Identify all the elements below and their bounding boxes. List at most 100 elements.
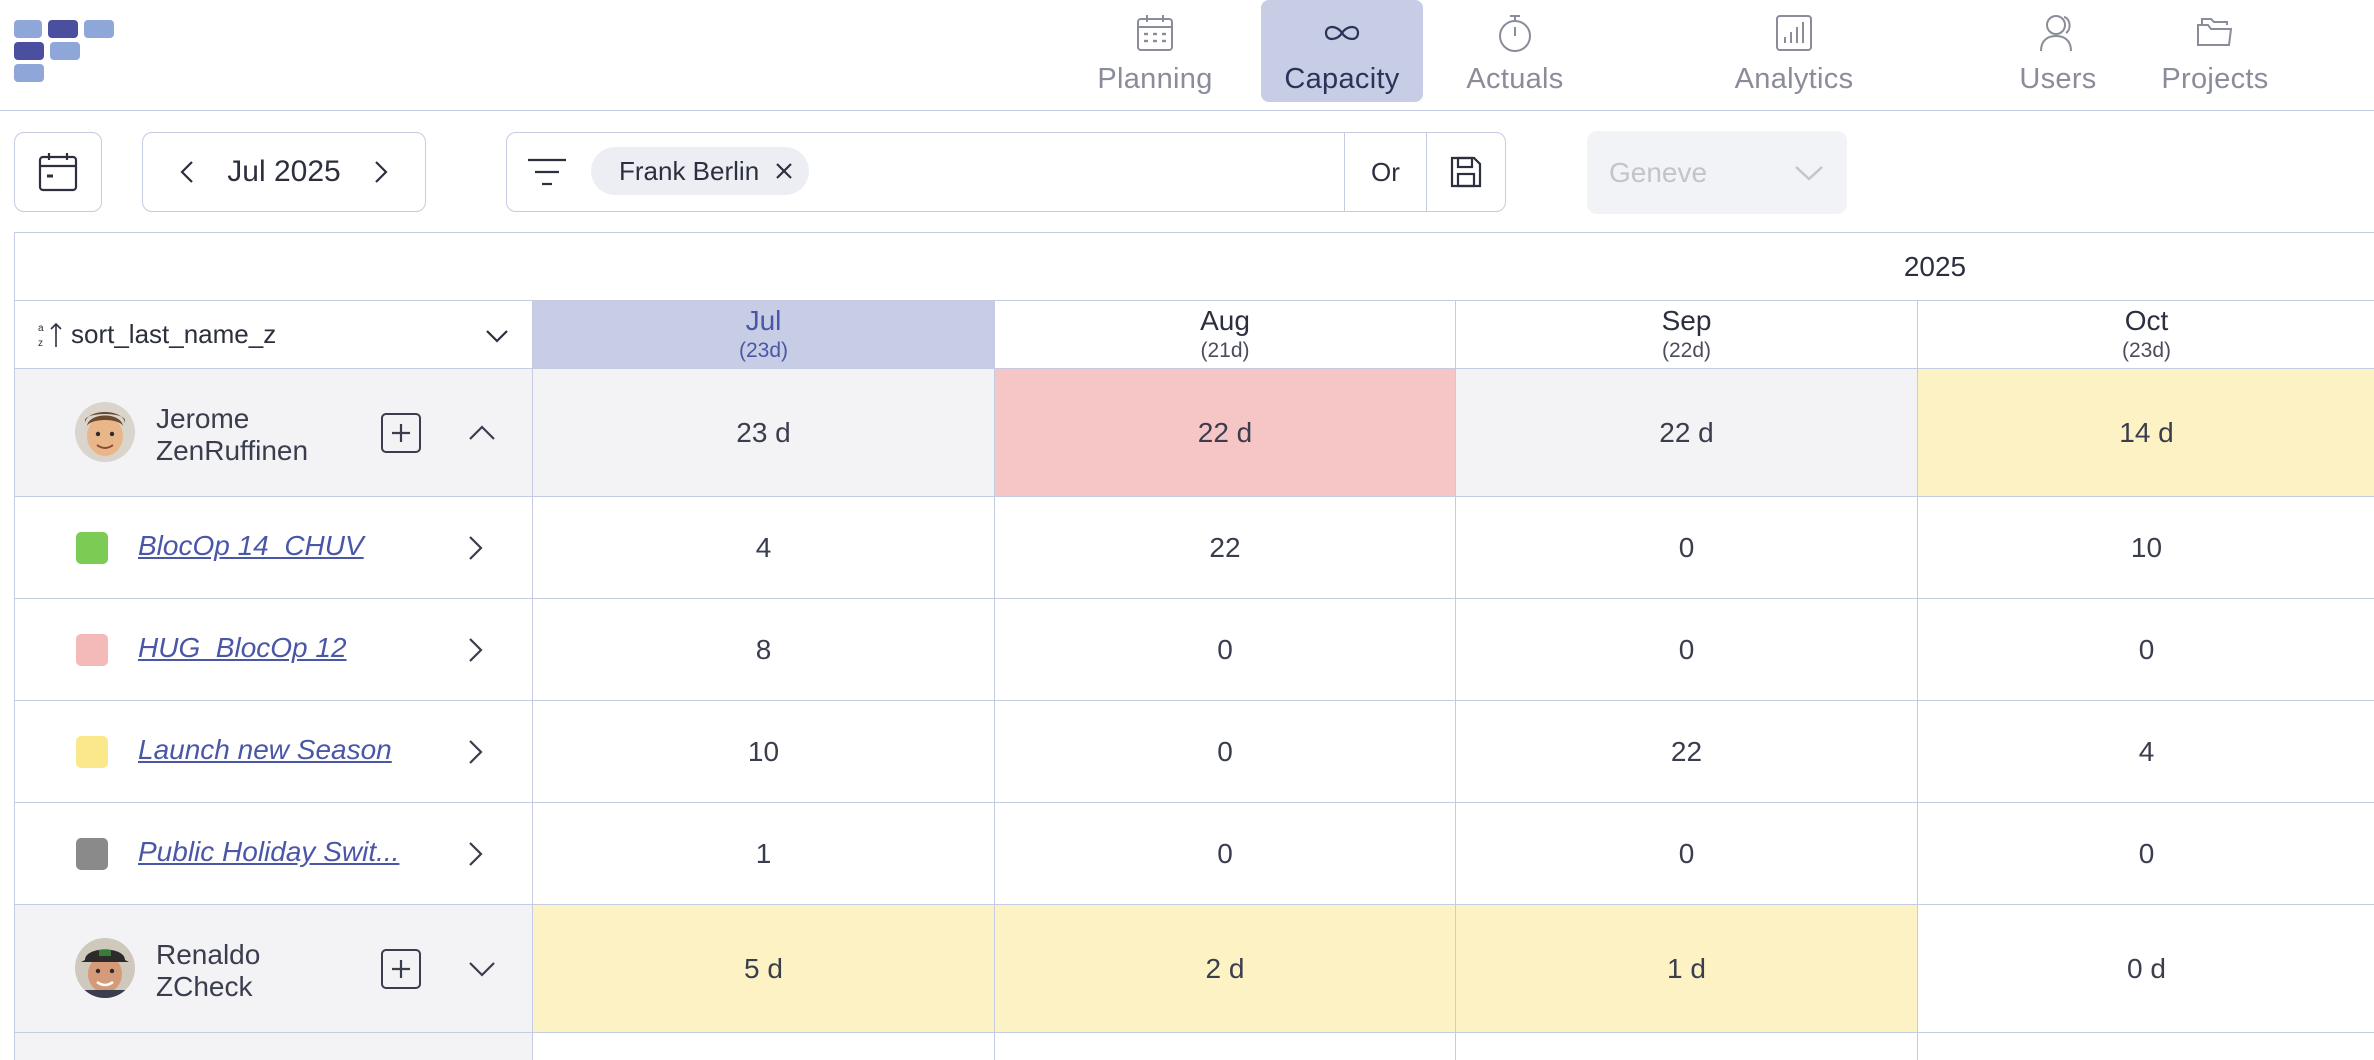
capacity-total-cell[interactable]	[1917, 1033, 2374, 1060]
allocation-cell[interactable]: 0	[1917, 599, 2374, 701]
capacity-total-cell[interactable]: 0 d	[1917, 905, 2374, 1033]
filter-chip-label: Frank Berlin	[619, 155, 760, 186]
month-header-jul[interactable]: Jul (23d)	[532, 301, 994, 369]
svg-text:a: a	[38, 323, 44, 334]
allocation-cell[interactable]: 0	[994, 599, 1455, 701]
month-days: (22d)	[1661, 339, 1712, 362]
month-name: Sep	[1661, 305, 1712, 336]
allocation-cell[interactable]: 8	[532, 599, 994, 701]
capacity-total-cell[interactable]: 5 d	[532, 905, 994, 1033]
month-header-sep[interactable]: Sep (22d)	[1455, 301, 1917, 369]
person-last-name: ZenRuffinen	[156, 435, 309, 466]
allocation-cell[interactable]: 0	[1455, 497, 1917, 599]
nav-planning[interactable]: Planning	[1085, 0, 1225, 102]
capacity-total-cell[interactable]: 23 d	[532, 369, 994, 497]
allocation-cell[interactable]: 0	[1917, 803, 2374, 905]
add-assignment-button[interactable]	[381, 949, 421, 989]
allocation-cell[interactable]: 10	[532, 701, 994, 803]
calendar-icon	[1137, 15, 1173, 51]
plus-icon	[392, 960, 410, 978]
chevron-right-icon[interactable]	[367, 159, 393, 185]
nav-projects[interactable]: Projects	[2150, 0, 2280, 102]
chevron-right-icon[interactable]	[461, 840, 489, 868]
nav-actuals[interactable]: Actuals	[1440, 0, 1590, 102]
allocation-cell[interactable]: 0	[994, 701, 1455, 803]
month-header-oct[interactable]: Oct (23d)	[1917, 301, 2374, 369]
chevron-left-icon[interactable]	[175, 159, 201, 185]
sort-select-value: sort_last_name_z	[71, 319, 277, 349]
save-filter-button[interactable]	[1426, 132, 1505, 212]
month-name: Aug	[1200, 305, 1250, 336]
plus-icon	[392, 424, 410, 442]
stopwatch-icon	[1499, 15, 1531, 52]
nav-analytics-label: Analytics	[1734, 63, 1854, 95]
project-row-header: Launch new Season	[15, 701, 532, 803]
chevron-right-icon[interactable]	[461, 738, 489, 766]
capacity-total-cell[interactable]: 22 d	[1455, 369, 1917, 497]
svg-text:z: z	[38, 338, 43, 349]
allocation-cell[interactable]: 22	[994, 497, 1455, 599]
year-header-row: 2025	[15, 233, 2374, 301]
project-link[interactable]: BlocOp 14_CHUV	[138, 530, 364, 561]
allocation-cell[interactable]: 10	[1917, 497, 2374, 599]
nav-capacity-label: Capacity	[1284, 63, 1400, 95]
capacity-total-cell[interactable]: 22 d	[994, 369, 1455, 497]
infinity-icon	[1324, 25, 1360, 41]
allocation-cell[interactable]: 4	[532, 497, 994, 599]
capacity-grid: 2025 a z sort_last_name_z Jul (23d) Aug …	[14, 232, 2374, 1060]
month-name: Jul	[745, 305, 782, 336]
allocation-cell[interactable]: 0	[1455, 599, 1917, 701]
person-first-name: Jerome	[156, 403, 250, 434]
location-select-value: Geneve	[1609, 156, 1708, 188]
allocation-cell[interactable]: 0	[1455, 803, 1917, 905]
avatar	[75, 938, 135, 998]
month-days: (21d)	[1200, 339, 1250, 362]
project-link[interactable]: HUG_BlocOp 12	[138, 632, 347, 663]
project-color-swatch	[76, 634, 108, 666]
add-assignment-button[interactable]	[381, 413, 421, 453]
month-header-aug[interactable]: Aug (21d)	[994, 301, 1455, 369]
calendar-picker-button[interactable]	[14, 132, 102, 212]
filter-chip[interactable]: Frank Berlin	[591, 147, 810, 195]
allocation-cell[interactable]: 22	[1455, 701, 1917, 803]
filter-icon[interactable]	[526, 152, 568, 192]
nav-users[interactable]: Users	[2000, 0, 2116, 102]
chevron-down-icon[interactable]	[467, 954, 497, 984]
chevron-right-icon[interactable]	[461, 636, 489, 664]
capacity-total-cell[interactable]	[1455, 1033, 1917, 1060]
allocation-cell[interactable]: 4	[1917, 701, 2374, 803]
users-icon	[2040, 15, 2072, 52]
person-name[interactable]: Jerome ZenRuffinen	[156, 403, 308, 467]
location-select[interactable]: Geneve	[1587, 131, 1847, 214]
project-row-header: BlocOp 14_CHUV	[15, 497, 532, 599]
project-link[interactable]: Launch new Season	[138, 734, 392, 765]
chevron-down-icon	[486, 330, 508, 343]
period-navigator: Jul 2025	[142, 132, 426, 212]
person-row-header: Renaldo ZCheck	[15, 905, 532, 1033]
person-name[interactable]: Renaldo ZCheck	[156, 939, 260, 1003]
save-icon	[1450, 156, 1482, 188]
nav-capacity[interactable]: Capacity	[1261, 0, 1423, 102]
project-link[interactable]: Public Holiday Swit...	[138, 836, 400, 867]
capacity-total-cell[interactable]	[532, 1033, 994, 1060]
nav-projects-label: Projects	[2161, 63, 2269, 95]
nav-planning-label: Planning	[1097, 63, 1213, 95]
chevron-right-icon[interactable]	[461, 534, 489, 562]
filter-logic-toggle[interactable]: Or	[1344, 132, 1426, 212]
capacity-total-cell[interactable]: 1 d	[1455, 905, 1917, 1033]
allocation-cell[interactable]: 1	[532, 803, 994, 905]
capacity-total-cell[interactable]	[994, 1033, 1455, 1060]
project-color-swatch	[76, 838, 108, 870]
bar-chart-icon	[1776, 15, 1812, 51]
person-row-header: Jerome ZenRuffinen	[15, 369, 532, 497]
sort-select[interactable]: a z sort_last_name_z	[15, 301, 532, 369]
capacity-total-cell[interactable]: 14 d	[1917, 369, 2374, 497]
chevron-down-icon	[1795, 165, 1823, 181]
capacity-total-cell[interactable]: 2 d	[994, 905, 1455, 1033]
chevron-up-icon[interactable]	[467, 418, 497, 448]
allocation-cell[interactable]: 0	[994, 803, 1455, 905]
project-color-swatch	[76, 736, 108, 768]
nav-analytics[interactable]: Analytics	[1714, 0, 1874, 102]
app-logo[interactable]	[14, 20, 114, 84]
close-icon[interactable]	[773, 160, 795, 182]
